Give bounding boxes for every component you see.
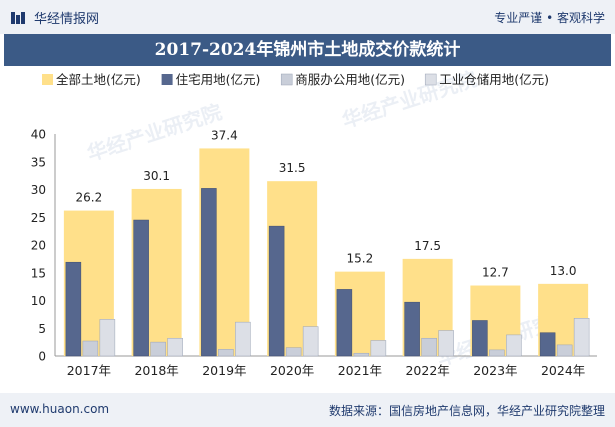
bar-series-2: [150, 341, 166, 357]
x-tick-label: 2021年: [338, 363, 382, 378]
bar-series-3: [235, 321, 251, 357]
bar-series-3: [506, 334, 522, 357]
y-tick-label: 40: [31, 128, 46, 142]
bar-series-2: [489, 349, 505, 357]
x-tick-label: 2017年: [67, 363, 111, 378]
top-header-bar: 华经情报网 专业严谨 • 客观科学: [0, 0, 615, 34]
x-tick-label: 2020年: [270, 363, 314, 378]
chart-title: 2017-2024年锦州市土地成交价款统计: [4, 34, 611, 66]
tagline: 专业严谨 • 客观科学: [494, 11, 605, 25]
data-label-all-land: 26.2: [76, 191, 103, 205]
legend-swatch: [161, 74, 173, 85]
data-label-all-land: 31.5: [279, 161, 306, 175]
bar-series-1: [201, 188, 217, 357]
y-tick-label: 20: [31, 239, 46, 253]
bar-series-2: [285, 347, 302, 357]
bar-series-3: [438, 330, 454, 357]
bar-series-3: [370, 340, 387, 357]
bar-chart: 华经产业研究院华经产业研究院华经产业研究院全部土地(亿元)住宅用地(亿元)商服办…: [31, 67, 597, 378]
data-label-all-land: 30.1: [143, 169, 170, 183]
huajing-logo-icon: [11, 11, 25, 24]
legend-label: 工业仓储用地(亿元): [439, 72, 549, 87]
bar-series-1: [133, 219, 149, 357]
data-source: 数据来源：国信房地产信息网，华经产业研究院整理: [328, 404, 605, 418]
bar-series-2: [82, 340, 99, 357]
bar-series-1: [65, 261, 82, 357]
bar-series-3: [167, 337, 183, 357]
legend-swatch: [280, 73, 293, 86]
y-tick-label: 25: [31, 211, 46, 225]
brand: 华经情报网: [10, 8, 99, 27]
x-tick-label: 2024年: [541, 363, 585, 378]
data-label-all-land: 12.7: [482, 266, 509, 280]
legend-label: 商服办公用地(亿元): [295, 72, 405, 87]
y-tick-label: 0: [38, 350, 46, 364]
data-label-all-land: 13.0: [550, 264, 577, 278]
legend-label: 住宅用地(亿元): [176, 72, 261, 87]
bar-series-3: [302, 326, 319, 357]
y-tick-label: 35: [31, 155, 46, 169]
data-label-all-land: 15.2: [347, 252, 374, 266]
legend-swatch: [424, 73, 437, 86]
legend-label: 全部土地(亿元): [56, 72, 141, 87]
bar-series-1: [268, 225, 285, 357]
bar-series-2: [556, 344, 573, 357]
bar-series-2: [218, 349, 234, 357]
bar-series-1: [472, 320, 488, 357]
y-tick-label: 15: [31, 266, 46, 280]
bar-series-1: [539, 332, 556, 357]
x-tick-label: 2023年: [473, 363, 517, 378]
bar-series-1: [336, 289, 353, 357]
y-tick-label: 30: [31, 183, 46, 197]
footer-bar: www.huaon.com 数据来源：国信房地产信息网，华经产业研究院整理: [0, 393, 615, 427]
website-link[interactable]: www.huaon.com: [10, 402, 110, 416]
data-label-all-land: 17.5: [414, 239, 441, 253]
bar-series-2: [421, 337, 437, 357]
x-tick-label: 2018年: [134, 363, 178, 378]
y-tick-label: 5: [38, 322, 46, 336]
bar-series-1: [404, 301, 420, 357]
brand-name: 华经情报网: [34, 12, 100, 27]
data-label-all-land: 37.4: [211, 128, 238, 142]
bar-series-2: [353, 352, 370, 357]
x-tick-label: 2022年: [405, 363, 449, 378]
bar-series-3: [573, 318, 590, 357]
y-tick-label: 10: [31, 294, 46, 308]
bar-series-3: [99, 319, 116, 357]
x-tick-label: 2019年: [202, 363, 246, 378]
legend-swatch: [42, 74, 53, 85]
